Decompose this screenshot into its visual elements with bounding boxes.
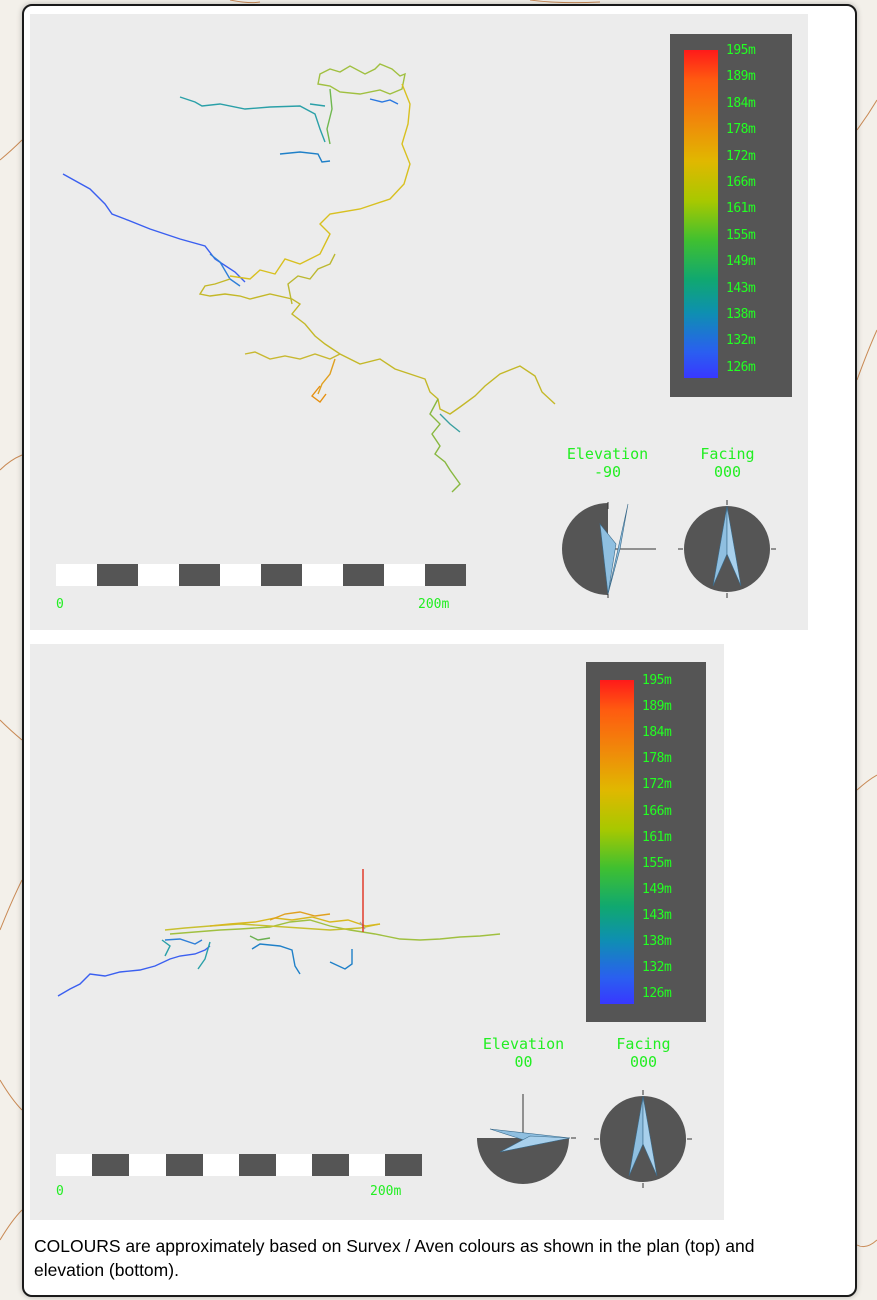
elevation-legend-tick: 126m <box>642 986 672 1002</box>
plan-facing-label: Facing <box>700 445 755 463</box>
elevation-scale-end: 200m <box>370 1184 402 1199</box>
plan-elevation-label: Elevation <box>566 445 649 463</box>
elevation-legend-tick: 138m <box>642 934 672 949</box>
plan-indicators <box>56 500 776 598</box>
elevation-legend-tick: 161m <box>642 829 672 845</box>
elevation-view-panel: 195m 189m 184m 178m 172m 166m 161m 155m 149m 143m… <box>30 644 724 1220</box>
elevation-legend-tick: 143m <box>642 907 672 923</box>
elevation-scale-start: 0 <box>56 1184 64 1199</box>
plan-legend-tick: 161m <box>726 201 756 217</box>
elevation-legend-tick: 132m <box>642 960 672 976</box>
plan-colour-gradient <box>684 50 718 378</box>
elevation-scale-bar <box>56 1154 422 1176</box>
plan-legend-tick: 178m <box>726 122 756 138</box>
plan-scale-start: 0 <box>56 597 64 612</box>
elevation-legend-tick: 166m <box>642 803 672 819</box>
plan-legend-tick: 155m <box>726 227 756 243</box>
elevation-colour-legend: 195m 189m 184m 178m 172m 166m 161m 155m 149m 143m… <box>586 662 706 1022</box>
plan-legend-tick: 172m <box>726 148 756 164</box>
plan-scale-end: 200m <box>418 597 450 612</box>
plan-legend-tick: 132m <box>726 333 756 349</box>
elevation-legend-tick: 155m <box>642 855 672 871</box>
plan-legend-tick: 166m <box>726 175 756 190</box>
plan-legend-tick: 195m <box>726 43 756 58</box>
elevation-facing-compass-icon <box>594 1090 692 1188</box>
elevation-colour-gradient <box>600 680 634 1004</box>
elevation-facing-label: Facing <box>616 1035 671 1053</box>
plan-legend-tick: 189m <box>726 69 756 85</box>
elevation-elevation-value: 00 <box>514 1053 533 1071</box>
plan-legend-tick: 184m <box>726 95 756 111</box>
elevation-legend-tick: 178m <box>642 751 672 767</box>
plan-view-panel: 195m 189m 184m 178m 172m 166m 161m 155m 149m 143m… <box>30 14 808 630</box>
elevation-indicators <box>56 1090 692 1188</box>
elevation-legend-tick: 189m <box>642 699 672 715</box>
plan-colour-legend: 195m 189m 184m 178m 172m 166m 161m 155m 149m 143m… <box>670 34 792 397</box>
elevation-legend-tick: 172m <box>642 777 672 793</box>
elevation-legend-tick: 149m <box>642 881 672 897</box>
elevation-elevation-label: Elevation <box>482 1035 565 1053</box>
elevation-legend-tick: 184m <box>642 725 672 741</box>
plan-scale-bar <box>56 564 466 586</box>
plan-legend-tick: 149m <box>726 254 756 270</box>
plan-survey-lines <box>62 63 556 493</box>
plan-elevation-value: -90 <box>593 463 622 481</box>
elevation-survey-lines <box>57 869 501 997</box>
plan-legend-tick: 143m <box>726 280 756 296</box>
elevation-legend-tick: 195m <box>642 673 672 688</box>
figure-caption: COLOURS are approximately based on Surve… <box>34 1236 755 1280</box>
plan-facing-value: 000 <box>713 463 742 481</box>
plan-legend-tick: 138m <box>726 307 756 322</box>
plan-legend-tick: 126m <box>726 359 756 375</box>
plan-facing-compass-icon <box>678 500 776 598</box>
elevation-elevation-indicator-icon <box>477 1094 576 1184</box>
elevation-facing-value: 000 <box>629 1053 658 1071</box>
plan-elevation-indicator-icon <box>562 502 656 598</box>
